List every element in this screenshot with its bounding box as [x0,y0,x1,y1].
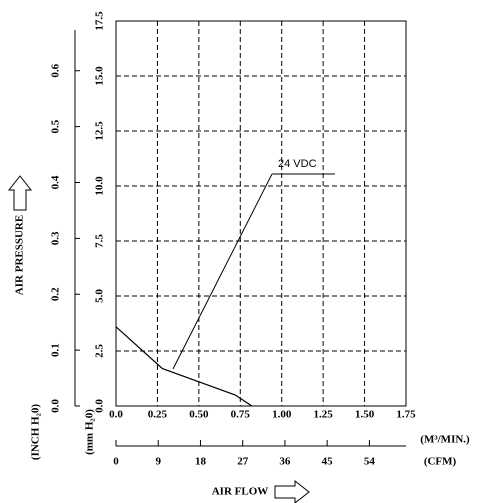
x-tick-label: 1.00 [272,409,292,421]
x2-tick-label: 0 [113,456,119,468]
x2-tick-label: 36 [279,456,291,468]
y2-tick-label: 0.0 [50,399,62,413]
y-tick-label: 5.0 [94,289,106,303]
x-tick-label: 0.75 [231,409,251,421]
y-tick-label: 17.5 [94,11,106,31]
x-tick-label: 0.0 [109,409,123,421]
x-tick-label: 1.25 [314,409,334,421]
y-tick-label: 15.0 [94,66,106,86]
flow-label: AIR FLOW [212,486,269,498]
y-tick-label: 2.5 [94,344,106,358]
y2-tick-label: 0.6 [50,63,62,77]
y-tick-label: 0.0 [94,399,106,413]
right-arrow [274,479,310,503]
y-axis-label: (mm H₂0) [84,409,96,455]
plot-frame [115,20,407,407]
y2-tick-label: 0.1 [50,343,62,357]
x-tick-label: 0.50 [189,409,209,421]
up-arrow [7,175,33,211]
x-tick-label: 1.75 [396,409,416,421]
y2-axis-label: (INCH H₂0) [30,404,42,460]
y-tick-label: 12.5 [94,121,106,141]
x-axis-label: (M³/MIN.) [420,434,470,446]
y2-tick-label: 0.3 [50,231,62,245]
y2-tick-label: 0.4 [50,175,62,189]
curve [115,326,253,407]
x2-tick-label: 45 [322,456,334,468]
leader-line [172,173,273,370]
y-tick-label: 10.0 [94,176,106,196]
x-tick-label: 1.50 [355,409,375,421]
x2-tick-label: 9 [155,456,161,468]
x2-axis-label: (CFM) [424,456,457,468]
pressure-label: AIR PRESSURE [14,215,26,295]
x2-tick-label: 54 [364,456,376,468]
y2-tick-label: 0.5 [50,119,62,133]
x2-tick-label: 27 [237,456,249,468]
curve-label: 24 VDC [278,158,317,170]
x-tick-label: 0.25 [148,409,168,421]
x2-tick-label: 18 [195,456,207,468]
y-tick-label: 7.5 [94,234,106,248]
y2-tick-label: 0.2 [50,287,62,301]
